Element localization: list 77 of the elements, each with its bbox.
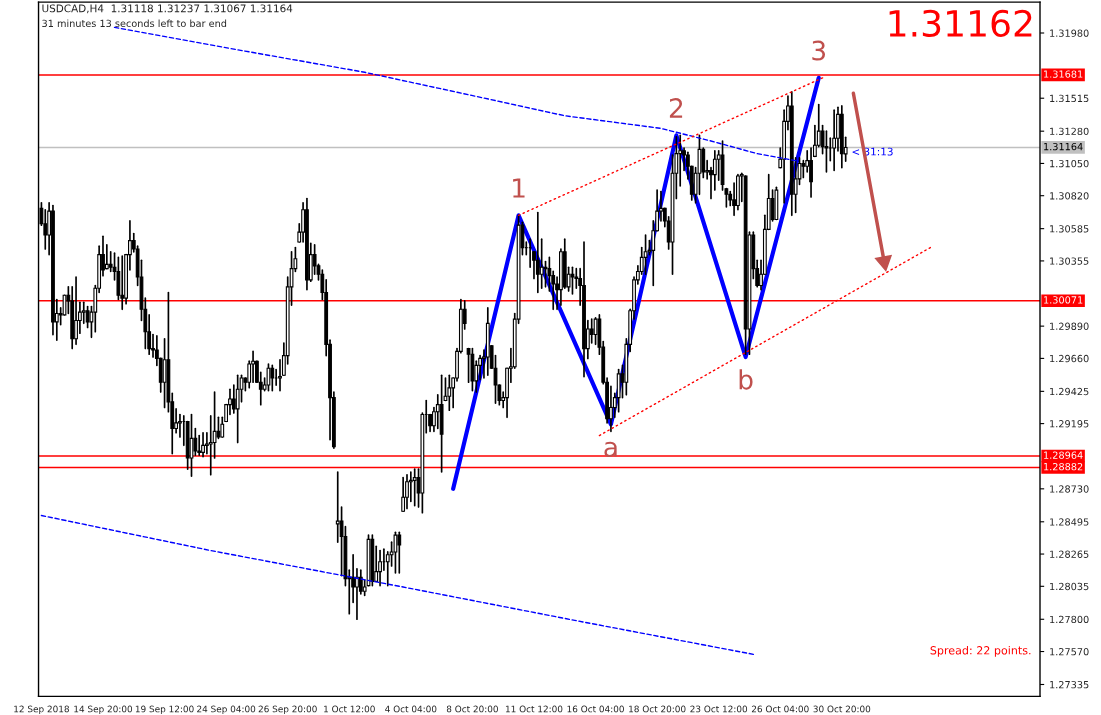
x-tick-label: 16 Oct 04:00	[567, 705, 624, 713]
candlestick	[216, 416, 221, 440]
candlestick	[397, 531, 402, 574]
ref-line-label: 1.30071	[1044, 296, 1083, 304]
x-tick-label: 11 Oct 12:00	[505, 705, 563, 713]
y-tick-label: 1.27570	[1050, 648, 1089, 656]
x-tick-label: 23 Oct 12:00	[690, 705, 748, 713]
candlestick	[393, 531, 398, 574]
candlestick	[355, 567, 359, 621]
x-tick-label: 30 Oct 20:00	[813, 705, 871, 713]
candlestick	[335, 471, 340, 543]
y-tick-label: 1.30585	[1050, 225, 1089, 233]
y-tick-label: 1.28495	[1050, 518, 1089, 526]
annotation: Spread: 22 points.	[930, 645, 1031, 657]
candlestick	[701, 147, 706, 179]
y-tick-label: 1.29195	[1050, 420, 1089, 428]
x-tick-label: 18 Oct 20:00	[629, 705, 686, 713]
ref-line-label: 1.28882	[1044, 462, 1083, 471]
candlestick	[809, 147, 813, 198]
x-tick-label: 24 Sep 04:00	[197, 705, 256, 715]
y-tick-label: 1.29425	[1050, 387, 1089, 396]
candlestick	[609, 385, 613, 433]
y-tick-label: 1.28265	[1050, 550, 1089, 558]
candlestick	[643, 234, 648, 276]
y-tick-label: 1.30820	[1050, 192, 1089, 200]
line-series	[40, 514, 755, 656]
candlestick	[201, 431, 205, 458]
candlestick	[378, 549, 382, 587]
candlestick	[266, 363, 271, 392]
y-tick-label: 1.29660	[1050, 354, 1089, 363]
y-tick-label: 1.27335	[1050, 680, 1089, 689]
candlestick	[539, 238, 544, 290]
candlestick	[412, 468, 417, 507]
y-tick-label: 1.29890	[1050, 322, 1089, 330]
ref-line-label: 1.28964	[1044, 451, 1083, 459]
y-tick-label: 1.28035	[1050, 582, 1089, 591]
annotation: b	[739, 369, 753, 390]
x-tick-label: 19 Sep 12:00	[135, 705, 194, 715]
x-tick-label: 4 Oct 04:00	[385, 705, 437, 713]
y-tick-label: 1.31980	[1050, 29, 1089, 37]
candlestick	[828, 137, 833, 162]
candlestick	[405, 473, 409, 510]
x-tick-label: 14 Sep 20:00	[74, 705, 133, 715]
annotation: 1	[513, 178, 525, 198]
candlestick	[270, 364, 275, 392]
x-tick-label: 8 Oct 20:00	[446, 705, 498, 713]
annotation: 1.31162	[889, 9, 1032, 38]
candlestick	[447, 374, 452, 412]
candlestick	[235, 374, 240, 444]
y-tick-label: 1.30355	[1050, 257, 1089, 265]
text: 31 minutes 13 seconds left to bar end	[42, 19, 227, 28]
x-tick-label: 12 Sep 2018	[14, 705, 69, 715]
annotation: < 31:13	[852, 147, 893, 156]
x-tick-label: 1 Oct 12:00	[324, 705, 375, 713]
candlestick	[535, 211, 540, 294]
y-tick-label: 1.31515	[1050, 94, 1089, 103]
annotation: 2	[669, 98, 683, 118]
y-tick-label: 1.31280	[1050, 127, 1089, 136]
candlestick	[104, 243, 109, 270]
chart-title: USDCAD,H4 1.31118 1.31237 1.31067 1.31164	[42, 4, 293, 14]
candlestick	[570, 266, 575, 295]
annotation: 3	[812, 40, 826, 61]
candlestick	[278, 358, 282, 392]
ref-line-label: 1.31164	[1044, 142, 1083, 151]
candlestick	[74, 276, 78, 346]
candlestick	[401, 476, 406, 513]
candlestick	[832, 109, 837, 172]
ref-line-label: 1.31681	[1044, 70, 1083, 78]
x-tick-label: 26 Sep 20:00	[258, 705, 317, 715]
x-tick-label: 26 Oct 04:00	[751, 705, 809, 713]
candlestick	[231, 384, 236, 414]
annotation: a	[604, 441, 617, 457]
candlestick	[274, 368, 279, 386]
y-tick-label: 1.27800	[1050, 615, 1089, 624]
y-tick-label: 1.28730	[1050, 485, 1089, 493]
candlestick	[193, 427, 198, 457]
y-tick-label: 1.31050	[1050, 159, 1089, 168]
